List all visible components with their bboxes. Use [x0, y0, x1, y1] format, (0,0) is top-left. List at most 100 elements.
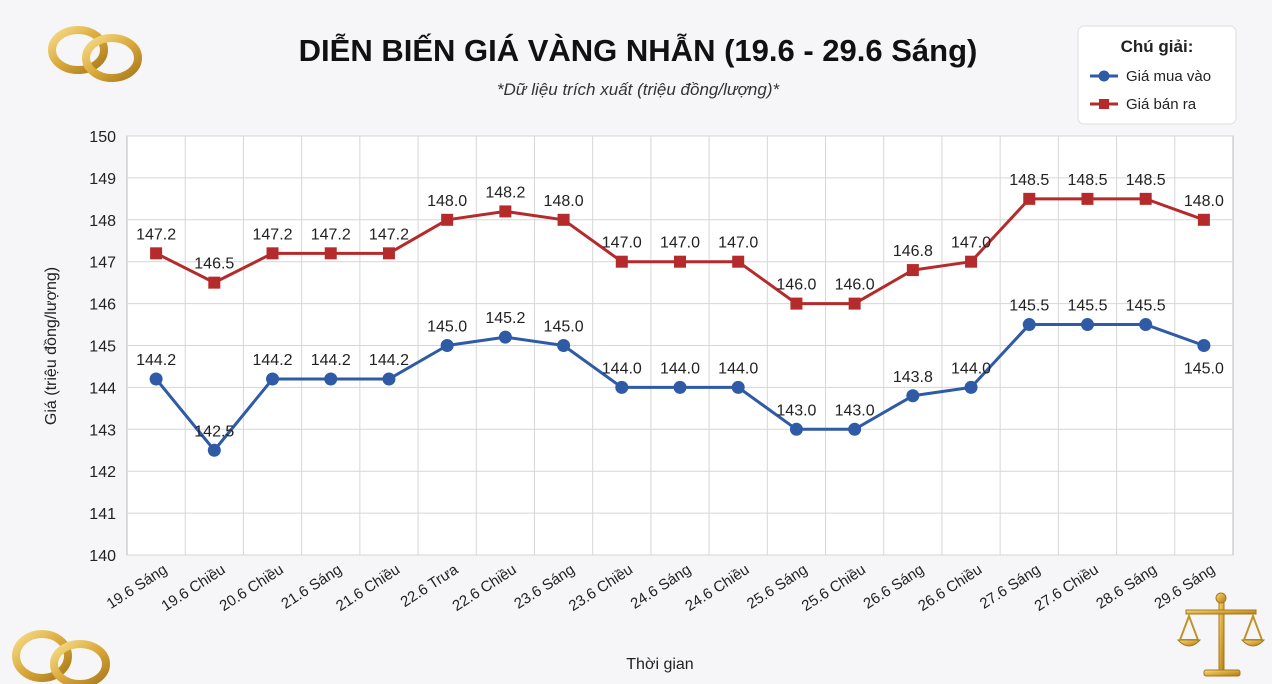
data-point: [731, 380, 745, 394]
data-label: 147.0: [660, 235, 700, 252]
data-label: 145.2: [485, 310, 525, 327]
data-label: 144.0: [602, 360, 642, 377]
chart-title: DIỄN BIẾN GIÁ VÀNG NHẪN (19.6 - 29.6 Sán…: [299, 33, 978, 68]
data-point: [1022, 318, 1036, 332]
data-point: [149, 372, 163, 386]
data-label: 148.5: [1067, 172, 1107, 189]
data-point: [324, 372, 338, 386]
y-tick-label: 144: [89, 380, 116, 397]
data-point: [848, 297, 861, 310]
chart-subtitle: *Dữ liệu trích xuất (triệu đồng/lượng)*: [497, 80, 781, 99]
legend-title: Chú giải:: [1121, 37, 1194, 56]
y-axis-label: Giá (triệu đồng/lượng): [43, 267, 60, 425]
data-point: [266, 372, 280, 386]
y-tick-label: 140: [89, 548, 116, 565]
data-label: 144.0: [718, 360, 758, 377]
x-axis-label: Thời gian: [626, 656, 693, 673]
y-tick-label: 141: [89, 506, 116, 523]
y-tick-label: 146: [89, 297, 116, 314]
data-label: 147.2: [369, 226, 409, 243]
x-tick-label: 22.6 Chiều: [449, 561, 519, 615]
data-point: [1081, 192, 1094, 205]
data-label: 148.5: [1009, 172, 1049, 189]
data-label: 142.5: [194, 423, 234, 440]
data-label: 148.2: [485, 184, 525, 201]
data-point: [324, 247, 337, 260]
data-label: 145.0: [544, 319, 584, 336]
legend-item: Giá mua vào: [1090, 68, 1211, 85]
data-point: [150, 247, 163, 260]
x-tick-label: 29.6 Sáng: [1151, 561, 1218, 613]
x-tick-label: 23.6 Chiều: [566, 561, 636, 615]
x-tick-label: 26.6 Chiều: [915, 561, 985, 615]
data-label: 148.0: [427, 193, 467, 210]
y-axis: 140 141 142 143 144 145 146 147 148 149 150: [89, 129, 116, 565]
data-point: [498, 330, 512, 344]
data-point: [382, 372, 396, 386]
data-point: [965, 255, 978, 268]
data-point: [207, 443, 221, 457]
data-point: [615, 255, 628, 268]
data-label: 148.0: [1184, 193, 1224, 210]
data-point: [906, 264, 919, 277]
data-label: 144.2: [253, 352, 293, 369]
data-point: [1139, 192, 1152, 205]
data-point: [732, 255, 745, 268]
x-tick-label: 24.6 Chiều: [682, 561, 752, 615]
legend-marker: [1099, 99, 1109, 109]
data-point: [673, 380, 687, 394]
legend: Chú giải: Giá mua vào Giá bán ra: [1077, 25, 1237, 125]
data-label: 148.5: [1126, 172, 1166, 189]
data-label: 144.2: [369, 352, 409, 369]
data-point: [674, 255, 686, 268]
data-point: [615, 380, 629, 394]
y-tick-label: 150: [89, 129, 116, 146]
legend-label: Giá bán ra: [1126, 96, 1197, 113]
data-label: 147.2: [311, 226, 351, 243]
data-label: 143.8: [893, 369, 933, 386]
x-tick-label: 27.6 Chiều: [1032, 561, 1102, 615]
data-point: [557, 339, 571, 352]
data-point: [499, 205, 512, 218]
legend-item: Giá bán ra: [1090, 96, 1197, 113]
data-label: 145.0: [427, 319, 467, 336]
data-point: [789, 422, 803, 436]
data-label: 143.0: [835, 402, 875, 419]
x-tick-label: 28.6 Sáng: [1093, 561, 1160, 613]
y-tick-label: 147: [89, 255, 116, 272]
y-tick-label: 148: [89, 213, 116, 230]
data-point: [906, 389, 920, 403]
data-point: [1197, 213, 1210, 226]
data-point: [557, 213, 570, 226]
x-tick-label: 19.6 Chiều: [158, 561, 228, 615]
data-label: 144.0: [951, 360, 991, 377]
data-label: 144.2: [136, 352, 176, 369]
data-point: [964, 380, 978, 394]
wedding-rings-icon: [48, 26, 142, 82]
y-tick-label: 143: [89, 422, 116, 439]
data-label: 146.8: [893, 243, 933, 260]
data-label: 143.0: [776, 402, 816, 419]
data-label: 147.0: [602, 235, 642, 252]
data-point: [790, 297, 803, 310]
data-label: 147.0: [951, 235, 991, 252]
y-tick-label: 142: [89, 464, 116, 481]
data-label: 144.2: [311, 352, 351, 369]
y-tick-label: 145: [89, 339, 116, 356]
data-point: [1080, 318, 1094, 332]
x-tick-label: 20.6 Chiều: [217, 561, 287, 615]
data-label: 148.0: [544, 193, 584, 210]
data-point: [1023, 192, 1036, 205]
legend-label: Giá mua vào: [1126, 68, 1211, 85]
data-label: 147.2: [136, 226, 176, 243]
x-tick-label: 21.6 Chiều: [333, 561, 403, 615]
data-point: [208, 276, 221, 289]
wedding-rings-icon: [12, 630, 110, 684]
data-point: [440, 339, 454, 352]
data-point: [266, 247, 279, 260]
data-label: 144.0: [660, 360, 700, 377]
data-point: [441, 213, 454, 226]
data-point: [382, 247, 395, 260]
